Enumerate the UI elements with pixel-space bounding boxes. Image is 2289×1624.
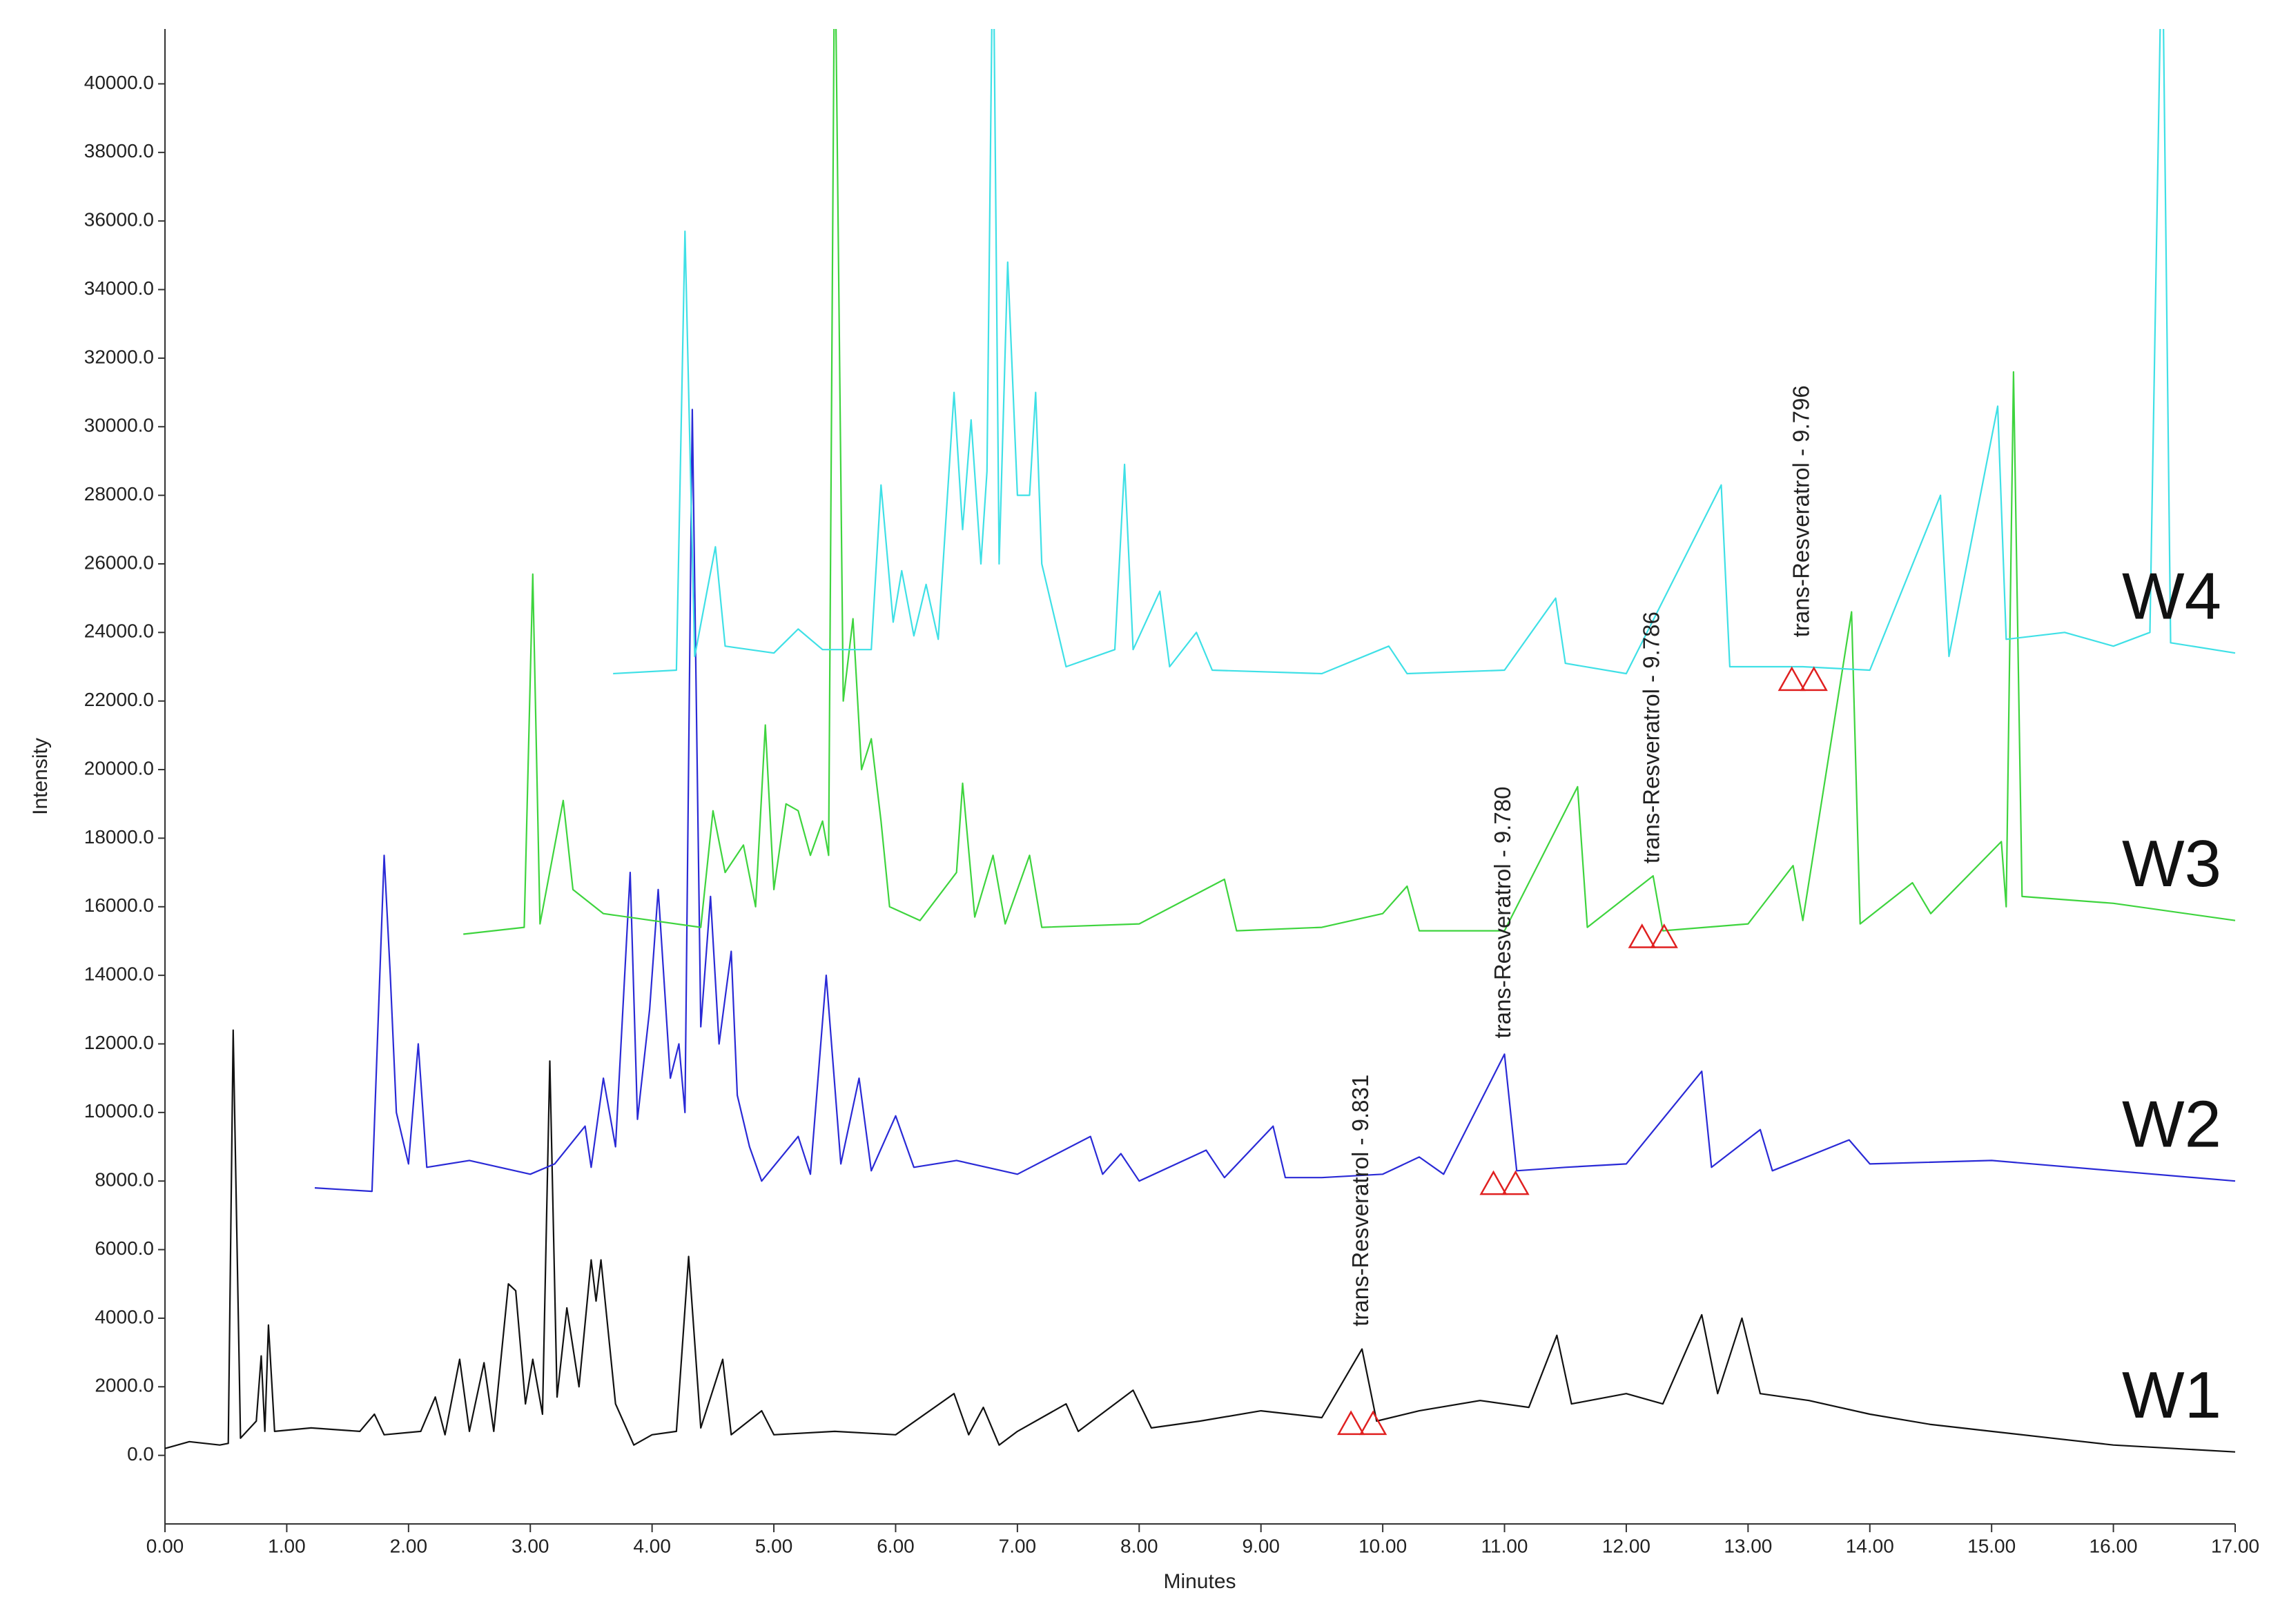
y-tick-label: 8000.0	[95, 1169, 154, 1191]
x-tick-label: 8.00	[1120, 1535, 1158, 1556]
y-tick-label: 16000.0	[84, 894, 154, 916]
y-tick-label: 4000.0	[95, 1306, 154, 1327]
y-tick-label: 6000.0	[95, 1237, 154, 1259]
x-tick-label: 7.00	[999, 1535, 1037, 1556]
series-label: W3	[2122, 827, 2221, 901]
y-tick-label: 40000.0	[84, 72, 154, 93]
x-tick-label: 3.00	[512, 1535, 549, 1556]
x-axis-title: Minutes	[1163, 1570, 1236, 1593]
annotation: trans-Resveratrol - 9.780	[1490, 787, 1515, 1039]
series-label: W1	[2122, 1358, 2221, 1432]
peak-marker	[1800, 666, 1828, 692]
x-tick-label: 0.00	[146, 1535, 184, 1556]
x-tick-label: 11.00	[1481, 1535, 1528, 1556]
y-tick-label: 26000.0	[84, 551, 154, 573]
plot-area	[165, 29, 2236, 1453]
x-tick-label: 14.00	[1846, 1535, 1894, 1556]
y-tick-label: 2000.0	[95, 1375, 154, 1396]
y-tick-label: 18000.0	[84, 826, 154, 848]
peak-marker	[1501, 1170, 1530, 1195]
y-tick-label: 10000.0	[84, 1100, 154, 1122]
y-axis-title: Intensity	[29, 738, 52, 815]
x-tick-label: 4.00	[633, 1535, 671, 1556]
x-tick-label: 10.00	[1358, 1535, 1407, 1556]
peak-marker	[1777, 666, 1806, 692]
series-line	[314, 409, 2236, 1193]
x-tick-label: 17.00	[2211, 1535, 2259, 1556]
y-tick-label: 34000.0	[84, 277, 154, 299]
x-tick-label: 9.00	[1242, 1535, 1280, 1556]
y-tick-label: 14000.0	[84, 963, 154, 985]
x-tick-label: 12.00	[1602, 1535, 1650, 1556]
peak-marker	[1650, 923, 1678, 948]
peak-marker	[1358, 1410, 1387, 1436]
y-tick-label: 12000.0	[84, 1032, 154, 1053]
y-tick-label: 22000.0	[84, 689, 154, 710]
peak-marker	[1628, 923, 1656, 948]
x-tick-label: 5.00	[755, 1535, 793, 1556]
series-line	[463, 29, 2236, 935]
y-tick-label: 32000.0	[84, 346, 154, 367]
y-tick-label: 36000.0	[84, 209, 154, 231]
peak-marker	[1336, 1410, 1365, 1436]
annotation: trans-Resveratrol - 9.796	[1788, 385, 1813, 637]
y-tick-label: 0.0	[127, 1443, 154, 1465]
annotation: trans-Resveratrol - 9.786	[1638, 612, 1664, 863]
series-line	[613, 29, 2236, 675]
x-tick-label: 15.00	[1967, 1535, 2016, 1556]
y-tick-label: 20000.0	[84, 757, 154, 779]
y-tick-label: 38000.0	[84, 140, 154, 162]
y-tick-label: 24000.0	[84, 620, 154, 642]
x-tick-label: 13.00	[1724, 1535, 1772, 1556]
series-line	[165, 1029, 2236, 1453]
x-tick-label: 2.00	[390, 1535, 428, 1556]
series-label: W2	[2122, 1088, 2221, 1162]
annotation: trans-Resveratrol - 9.831	[1347, 1075, 1373, 1327]
x-tick-label: 16.00	[2090, 1535, 2138, 1556]
peak-marker	[1479, 1170, 1508, 1195]
y-tick-label: 28000.0	[84, 483, 154, 505]
x-tick-label: 1.00	[268, 1535, 306, 1556]
x-tick-label: 6.00	[877, 1535, 915, 1556]
series-label: W4	[2122, 560, 2221, 634]
y-tick-label: 30000.0	[84, 415, 154, 436]
